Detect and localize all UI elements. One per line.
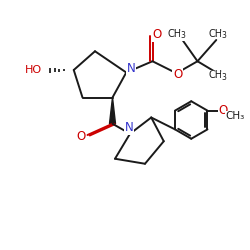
Text: 3: 3 xyxy=(222,31,227,40)
Text: N: N xyxy=(124,121,133,134)
Text: 3: 3 xyxy=(222,72,227,82)
Text: O: O xyxy=(152,28,162,42)
Text: N: N xyxy=(126,62,135,74)
Text: O: O xyxy=(76,130,86,143)
Text: O: O xyxy=(173,68,182,82)
Text: 3: 3 xyxy=(180,31,186,40)
Text: HO: HO xyxy=(25,65,42,75)
Text: CH: CH xyxy=(208,29,222,39)
Text: O: O xyxy=(218,104,228,117)
Text: CH: CH xyxy=(168,29,182,39)
Polygon shape xyxy=(110,98,116,124)
Text: CH₃: CH₃ xyxy=(225,111,244,121)
Text: CH: CH xyxy=(208,70,222,80)
